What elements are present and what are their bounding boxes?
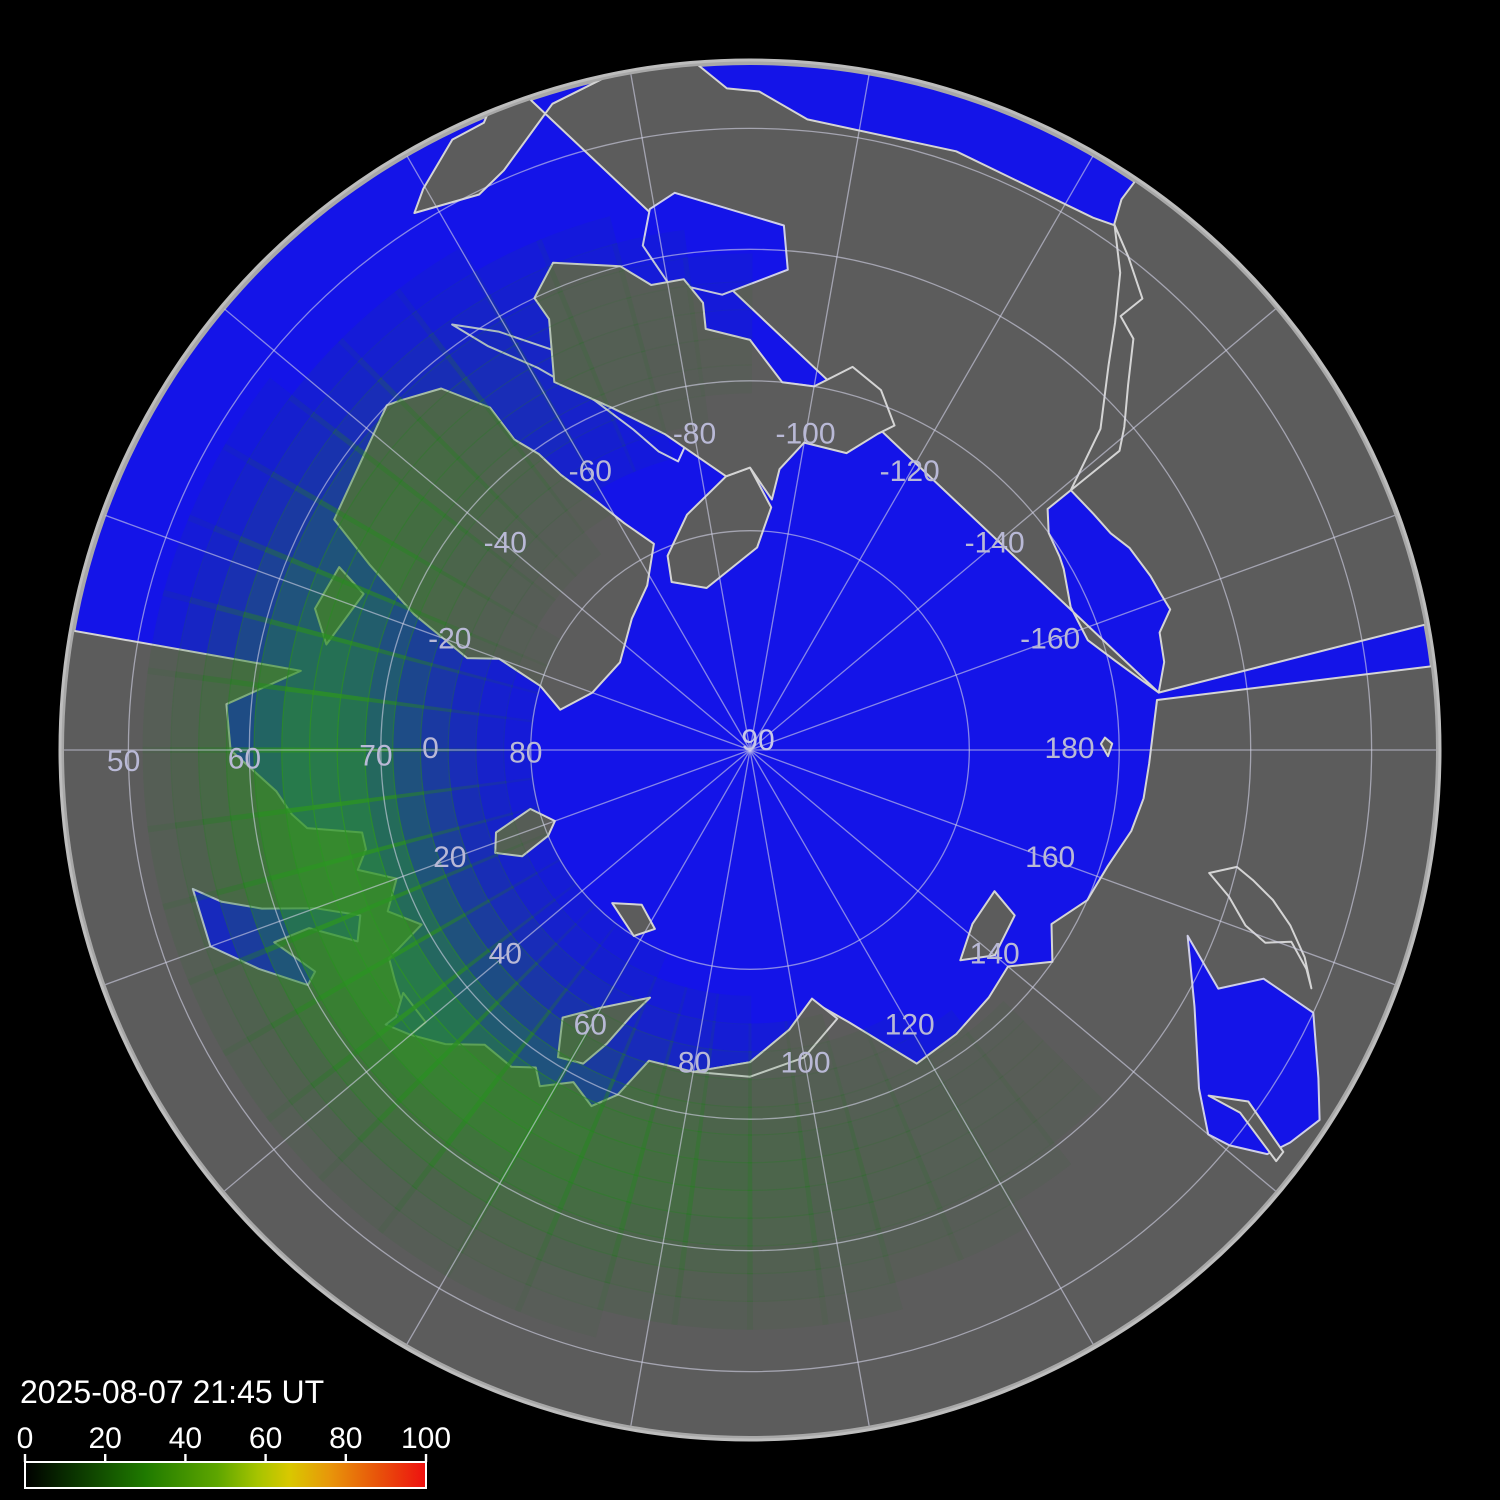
svg-text:80: 80	[509, 737, 542, 770]
svg-text:-20: -20	[428, 623, 471, 656]
svg-text:60: 60	[228, 742, 261, 775]
svg-text:0: 0	[17, 1422, 34, 1455]
svg-text:90: 90	[741, 724, 774, 757]
svg-text:100: 100	[401, 1422, 451, 1455]
svg-text:-160: -160	[1020, 623, 1080, 656]
svg-text:-120: -120	[880, 455, 940, 488]
svg-text:20: 20	[433, 841, 466, 874]
svg-text:-60: -60	[569, 455, 612, 488]
svg-text:40: 40	[0, 747, 27, 780]
svg-text:-100: -100	[775, 417, 835, 450]
svg-text:100: 100	[780, 1047, 830, 1080]
svg-text:140: 140	[970, 937, 1020, 970]
svg-text:80: 80	[329, 1422, 362, 1455]
svg-text:60: 60	[249, 1422, 282, 1455]
svg-text:160: 160	[1025, 841, 1075, 874]
svg-text:60: 60	[574, 1009, 607, 1042]
svg-text:180: 180	[1044, 732, 1094, 765]
svg-text:80: 80	[678, 1047, 711, 1080]
svg-text:-40: -40	[484, 527, 527, 560]
svg-text:20: 20	[89, 1422, 122, 1455]
svg-text:-140: -140	[965, 527, 1025, 560]
svg-text:50: 50	[107, 745, 140, 778]
svg-text:40: 40	[489, 937, 522, 970]
svg-text:70: 70	[359, 740, 392, 773]
svg-text:-80: -80	[673, 417, 716, 450]
svg-text:0: 0	[422, 732, 439, 765]
svg-text:40: 40	[169, 1422, 202, 1455]
svg-text:2025-08-07 21:45 UT: 2025-08-07 21:45 UT	[20, 1374, 324, 1410]
svg-text:120: 120	[885, 1009, 935, 1042]
